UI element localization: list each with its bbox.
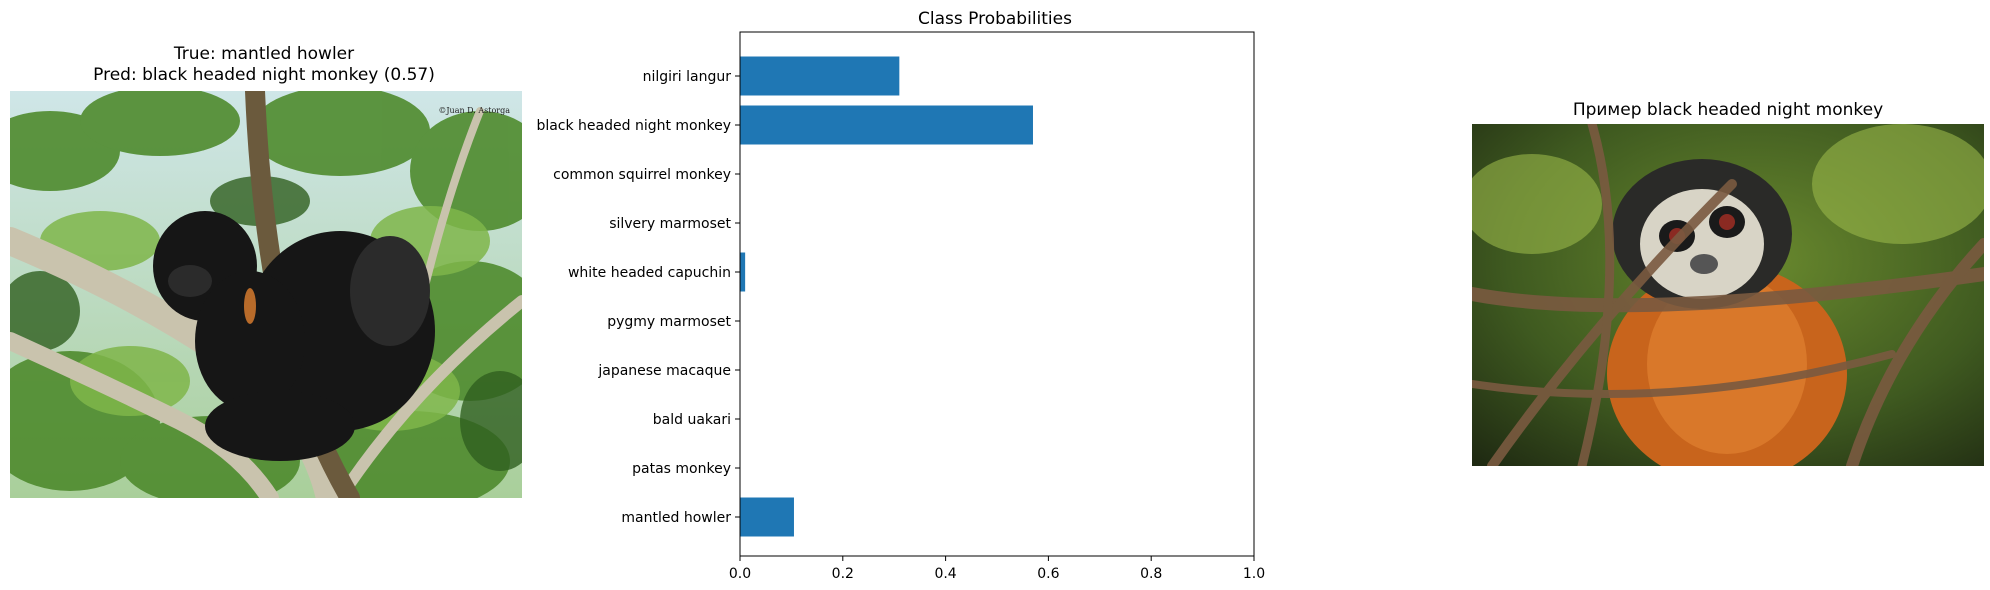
- pred-label: Pred: black headed night monkey (0.57): [93, 65, 435, 85]
- y-tick-label: silvery marmoset: [609, 216, 731, 232]
- bar-mantled-howler: [740, 497, 794, 537]
- bar-white-headed-capuchin: [740, 252, 746, 292]
- mantled-howler-photo: ©Juan D. Astorga: [10, 91, 522, 498]
- y-tick-label: white headed capuchin: [568, 265, 731, 281]
- bar-black-headed-night-monkey: [740, 105, 1033, 145]
- y-tick-label: common squirrel monkey: [553, 167, 731, 183]
- y-tick-label: black headed night monkey: [536, 118, 731, 134]
- x-tick-label: 0.2: [832, 566, 854, 582]
- y-tick-label: japanese macaque: [597, 363, 731, 379]
- y-tick-label: pygmy marmoset: [607, 314, 731, 330]
- bar-nilgiri-langur: [740, 56, 900, 96]
- y-tick-label: patas monkey: [632, 461, 731, 477]
- night-monkey-illustration: [1472, 124, 1984, 466]
- plot-frame: [739, 31, 1255, 557]
- x-tick-label: 0.0: [729, 566, 751, 582]
- chart-title: Class Probabilities: [918, 9, 1072, 29]
- x-axis: 0.0 0.2 0.4 0.6 0.8 1.0: [729, 556, 1265, 582]
- night-monkey-photo: [1472, 124, 1984, 466]
- left-title: True: mantled howler Pred: black headed …: [8, 44, 520, 86]
- y-tick-label: nilgiri langur: [643, 69, 732, 85]
- x-tick-label: 0.6: [1037, 566, 1059, 582]
- x-tick-label: 0.4: [934, 566, 956, 582]
- y-tick-label: bald uakari: [653, 412, 731, 428]
- y-tick-label: mantled howler: [621, 510, 731, 526]
- photo-watermark: ©Juan D. Astorga: [438, 106, 510, 115]
- true-label: True: mantled howler: [173, 44, 355, 64]
- bars-layer: [740, 56, 1033, 537]
- howler-illustration: ©Juan D. Astorga: [10, 91, 522, 498]
- x-tick-label: 1.0: [1243, 566, 1265, 582]
- y-axis: nilgiri langur black headed night monkey c…: [536, 69, 740, 526]
- right-title: Пример black headed night monkey: [1572, 100, 1884, 120]
- x-tick-label: 0.8: [1140, 566, 1162, 582]
